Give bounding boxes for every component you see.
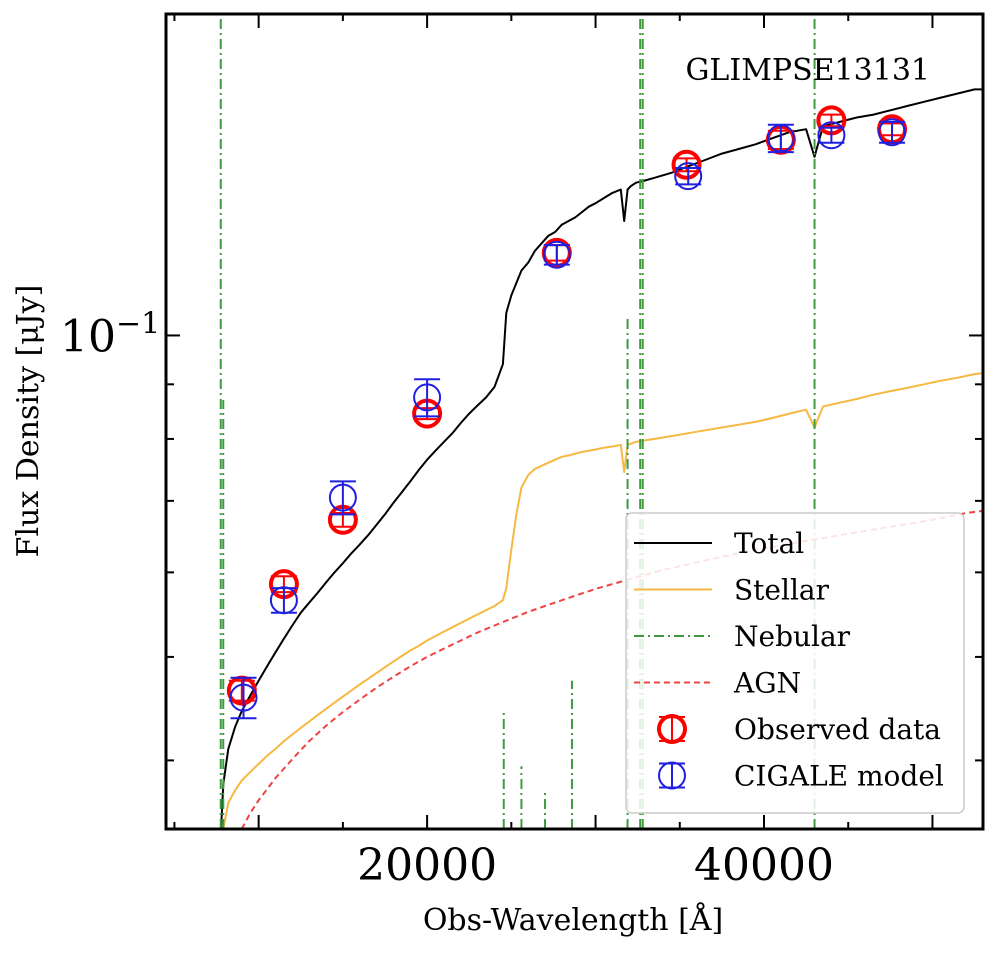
plot-frame — [164, 12, 985, 831]
legend-item-agn: AGN — [634, 667, 801, 700]
legend-swatch-marker-cigale — [658, 761, 686, 790]
legend-item-total: Total — [634, 527, 804, 560]
x-tick-label-20000: 20000 — [357, 840, 497, 891]
total-series-line — [220, 88, 983, 829]
cigale-point-4 — [542, 240, 571, 269]
cigale-point-7 — [817, 121, 846, 150]
cigale-marker-5 — [674, 162, 703, 191]
cigale-marker-6 — [766, 124, 795, 153]
legend-item-observed: Observed data — [657, 713, 941, 746]
cigale-point-8 — [878, 118, 907, 147]
cigale-marker-2 — [328, 483, 357, 512]
cigale-point-5 — [674, 162, 703, 191]
legend-item-cigale: CIGALE model — [658, 760, 944, 793]
legend-swatch-marker-observed — [657, 714, 687, 744]
points-layer — [226, 105, 908, 720]
legend-label-cigale: CIGALE model — [734, 760, 944, 793]
cigale-marker-0 — [229, 683, 258, 712]
cigale-point-0 — [229, 676, 258, 720]
x-axis-label: Obs-Wavelength [Å] — [423, 902, 723, 938]
cigale-point-3 — [413, 378, 442, 418]
legend-label-total: Total — [734, 527, 804, 560]
cigale-marker-3 — [413, 383, 442, 412]
y-axis-label: Flux Density [μJy] — [11, 285, 46, 558]
cigale-point-2 — [328, 480, 357, 516]
legend-label-agn: AGN — [733, 667, 801, 700]
cigale-marker-7 — [817, 121, 846, 150]
legend-box — [625, 512, 965, 814]
y-tick-label-main: 10−1 — [60, 306, 160, 362]
x-tick-label-40000: 40000 — [694, 840, 834, 891]
observed-marker-5 — [671, 149, 702, 180]
chart-title: GLIMPSE13131 — [685, 53, 930, 88]
cigale-marker-4 — [542, 240, 571, 269]
legend-item-stellar: Stellar — [634, 574, 830, 607]
cigale-marker-1 — [269, 586, 298, 615]
stellar-series-line — [222, 372, 983, 829]
legend-label-nebular: Nebular — [734, 620, 851, 653]
legend: Total Stellar Nebular AGN Observed data CIGAL… — [625, 512, 965, 814]
legend-label-stellar: Stellar — [734, 574, 830, 607]
observed-point-5 — [671, 149, 702, 180]
legend-item-nebular: Nebular — [634, 620, 851, 653]
axis-ticks: 20000 40000 10−1 — [60, 13, 983, 891]
cigale-marker-8 — [878, 118, 907, 147]
legend-label-observed: Observed data — [734, 713, 941, 746]
cigale-point-6 — [766, 123, 795, 154]
cigale-point-1 — [269, 586, 298, 615]
